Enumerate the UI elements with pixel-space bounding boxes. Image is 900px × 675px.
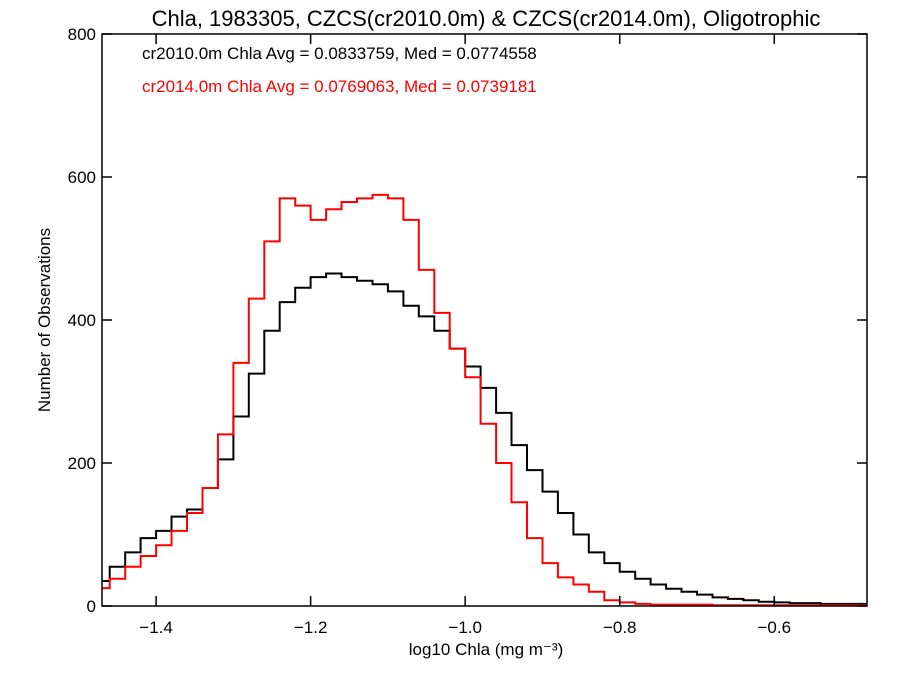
y-tick-label: 600	[68, 168, 96, 187]
y-axis-label: Number of Observations	[35, 228, 54, 412]
plot-frame	[101, 33, 868, 607]
y-tick-label: 200	[68, 454, 96, 473]
x-tick-label: −0.6	[757, 618, 791, 637]
series-line-0	[102, 272, 867, 605]
x-axis: −1.4 −1.2 −1.0 −0.8 −0.6	[139, 34, 791, 637]
y-tick-label: 400	[68, 311, 96, 330]
chart-title: Chla, 1983305, CZCS(cr2010.0m) & CZCS(cr…	[152, 6, 821, 31]
series-line-1	[102, 193, 867, 607]
y-tick-label: 800	[68, 25, 96, 44]
x-tick-label: −1.4	[139, 618, 173, 637]
x-tick-label: −0.8	[603, 618, 637, 637]
x-axis-label: log10 Chla (mg m⁻³)	[409, 640, 563, 659]
y-axis: 0 200 400 600 800	[68, 25, 867, 616]
x-tick-label: −1.2	[294, 618, 328, 637]
plot-area	[102, 193, 867, 607]
y-tick-label: 0	[87, 597, 96, 616]
annotation-cr2014: cr2014.0m Chla Avg = 0.0769063, Med = 0.…	[142, 77, 537, 96]
x-tick-label: −1.0	[448, 618, 482, 637]
annotation-cr2010: cr2010.0m Chla Avg = 0.0833759, Med = 0.…	[142, 44, 537, 63]
